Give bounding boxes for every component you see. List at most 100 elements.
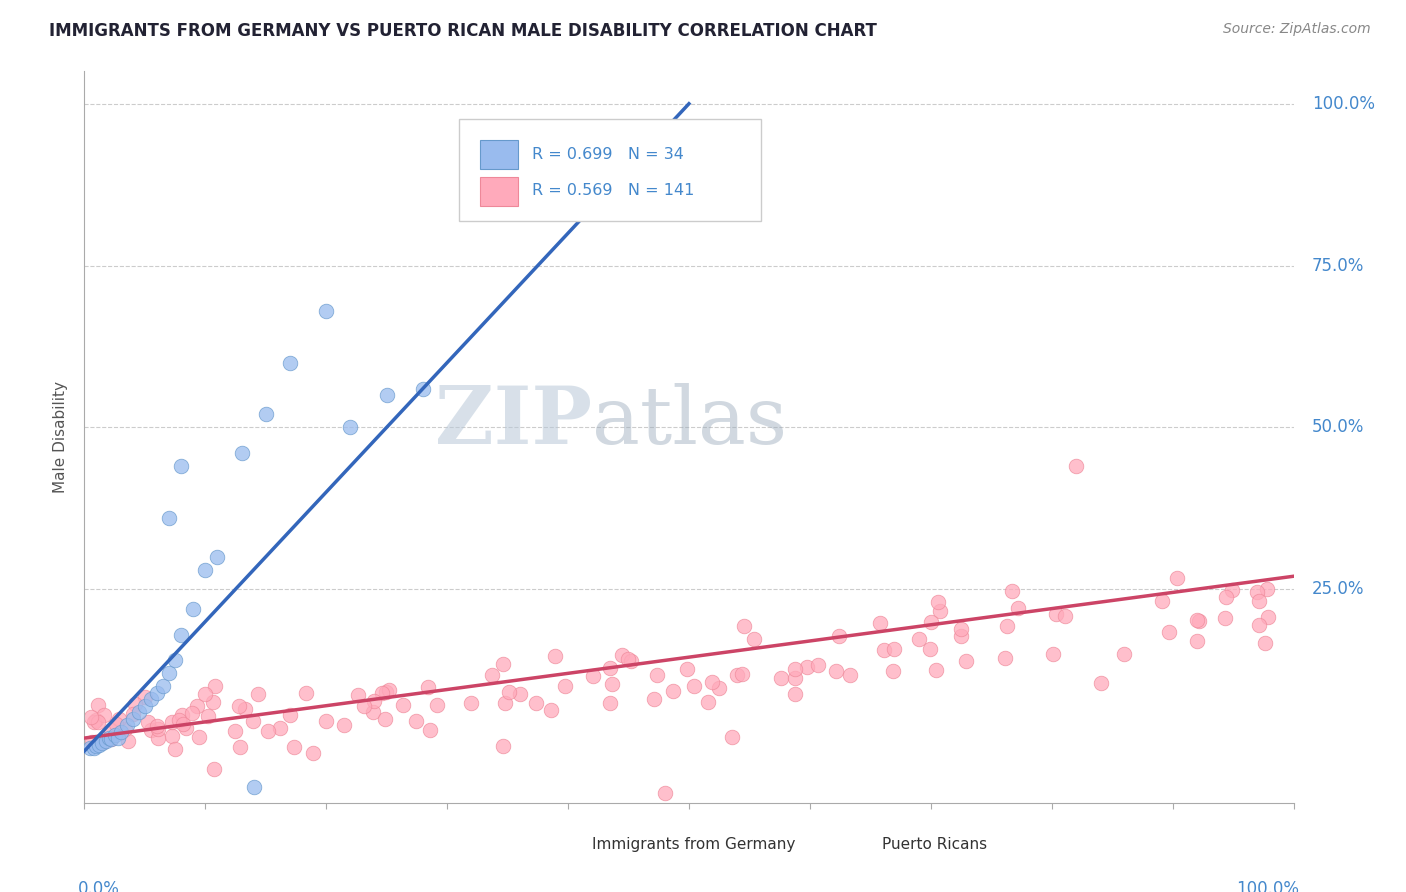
Point (87, 715, 110, 730)
Point (94, 734, 117, 748)
Point (883, 641, 905, 656)
Point (824, 664, 846, 678)
Point (770, 671, 793, 685)
Point (246, 688, 269, 702)
Point (498, 684, 520, 698)
Point (419, 723, 441, 737)
Point (494, 696, 516, 710)
Point (124, 698, 146, 712)
Point (100, 731, 122, 746)
Point (152, 679, 174, 693)
Point (696, 696, 718, 710)
Point (1001, 583, 1024, 598)
Point (107, 731, 129, 745)
Point (1257, 610, 1279, 624)
Point (79, 740, 101, 755)
Point (1150, 594, 1173, 608)
Point (278, 708, 301, 723)
Point (242, 714, 264, 728)
Text: Immigrants from Germany: Immigrants from Germany (592, 837, 796, 852)
Point (375, 685, 398, 699)
Point (83, 714, 105, 729)
Point (405, 714, 427, 728)
Text: 50.0%: 50.0% (1312, 418, 1364, 436)
Point (315, 303, 337, 318)
Point (187, 730, 209, 744)
Point (554, 679, 576, 693)
Point (128, 705, 150, 719)
Point (1114, 647, 1136, 661)
Point (145, 719, 167, 733)
Point (610, 648, 633, 662)
Point (148, 731, 170, 745)
Point (181, 601, 204, 615)
Point (492, 657, 515, 671)
Point (194, 563, 217, 577)
Point (100, 723, 122, 738)
Point (80, 735, 103, 749)
Point (86, 739, 108, 753)
Point (599, 661, 621, 675)
Point (204, 679, 226, 693)
Point (134, 698, 156, 713)
Point (83, 740, 105, 755)
Text: 100.0%: 100.0% (1312, 95, 1375, 112)
Point (201, 695, 224, 709)
Point (481, 668, 503, 682)
Point (643, 692, 665, 706)
Point (392, 698, 415, 713)
Text: ZIP: ZIP (436, 384, 592, 461)
Point (661, 684, 683, 698)
Point (121, 707, 143, 722)
Point (721, 730, 744, 744)
Point (1054, 608, 1077, 623)
Point (97, 731, 120, 745)
Point (1254, 636, 1277, 650)
Point (228, 699, 250, 714)
Point (1246, 585, 1268, 599)
Point (269, 721, 291, 735)
FancyBboxPatch shape (479, 177, 519, 206)
Text: IMMIGRANTS FROM GERMANY VS PUERTO RICAN MALE DISABILITY CORRELATION CHART: IMMIGRANTS FROM GERMANY VS PUERTO RICAN … (49, 22, 877, 40)
Point (675, 662, 697, 676)
Point (949, 629, 972, 643)
Point (993, 651, 1015, 665)
Point (524, 696, 547, 710)
Text: Source: ZipAtlas.com: Source: ZipAtlas.com (1223, 22, 1371, 37)
Point (733, 619, 755, 633)
Point (1185, 613, 1208, 627)
Point (302, 746, 325, 760)
Point (170, 708, 193, 723)
Point (186, 698, 208, 713)
Point (87, 738, 110, 752)
Text: R = 0.569   N = 141: R = 0.569 N = 141 (531, 183, 695, 198)
Point (229, 739, 252, 754)
Point (416, 680, 439, 694)
Point (165, 653, 187, 667)
Point (257, 724, 280, 739)
Point (174, 721, 197, 735)
Point (181, 706, 204, 721)
Point (170, 459, 193, 474)
Point (110, 724, 132, 739)
Point (806, 658, 828, 673)
Point (160, 729, 183, 743)
Point (426, 698, 449, 713)
Point (242, 780, 264, 794)
Point (231, 446, 253, 460)
Point (918, 641, 941, 656)
Point (949, 623, 972, 637)
Text: atlas: atlas (592, 384, 787, 461)
Point (783, 663, 806, 677)
Point (339, 420, 361, 434)
Text: 0.0%: 0.0% (79, 880, 120, 892)
Point (371, 686, 394, 700)
Point (363, 694, 385, 708)
Point (374, 712, 396, 726)
Point (785, 672, 807, 686)
Point (170, 627, 193, 641)
Point (80, 710, 103, 724)
Point (540, 702, 562, 716)
Point (1247, 618, 1270, 632)
Point (115, 718, 138, 732)
